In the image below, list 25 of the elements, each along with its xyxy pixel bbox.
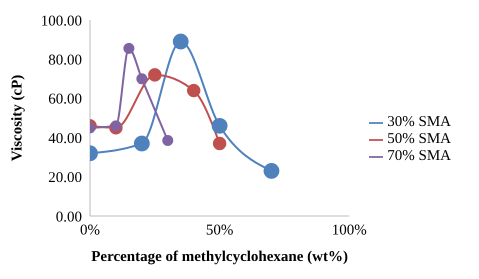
point: [264, 163, 280, 179]
y-tick-label: 100.00: [40, 13, 82, 30]
x-tick-label: 100%: [332, 222, 367, 239]
legend-label: 30% SMA: [387, 114, 451, 130]
x-axis-title: Percentage of methylcyclohexane (wt%): [91, 249, 348, 265]
point: [186, 84, 200, 98]
legend-label: 50% SMA: [387, 131, 451, 147]
y-tick-label: 40.00: [48, 130, 82, 147]
point: [123, 42, 134, 54]
point: [172, 34, 189, 50]
point: [134, 136, 150, 152]
point: [148, 68, 162, 82]
y-tick-label: 20.00: [48, 170, 82, 186]
legend-label: 70% SMA: [387, 148, 451, 164]
point: [162, 135, 174, 146]
point: [110, 120, 122, 132]
y-tick-label: 0.00: [56, 209, 82, 226]
point: [212, 136, 226, 150]
x-tick-label: 0%: [80, 222, 100, 239]
y-axis-title: Viscosity (cP): [9, 74, 26, 162]
y-tick-label: 80.00: [48, 52, 82, 69]
y-tick-label: 60.00: [48, 92, 82, 108]
point: [212, 118, 228, 134]
point: [136, 73, 148, 84]
x-tick-label: 50%: [206, 222, 234, 239]
